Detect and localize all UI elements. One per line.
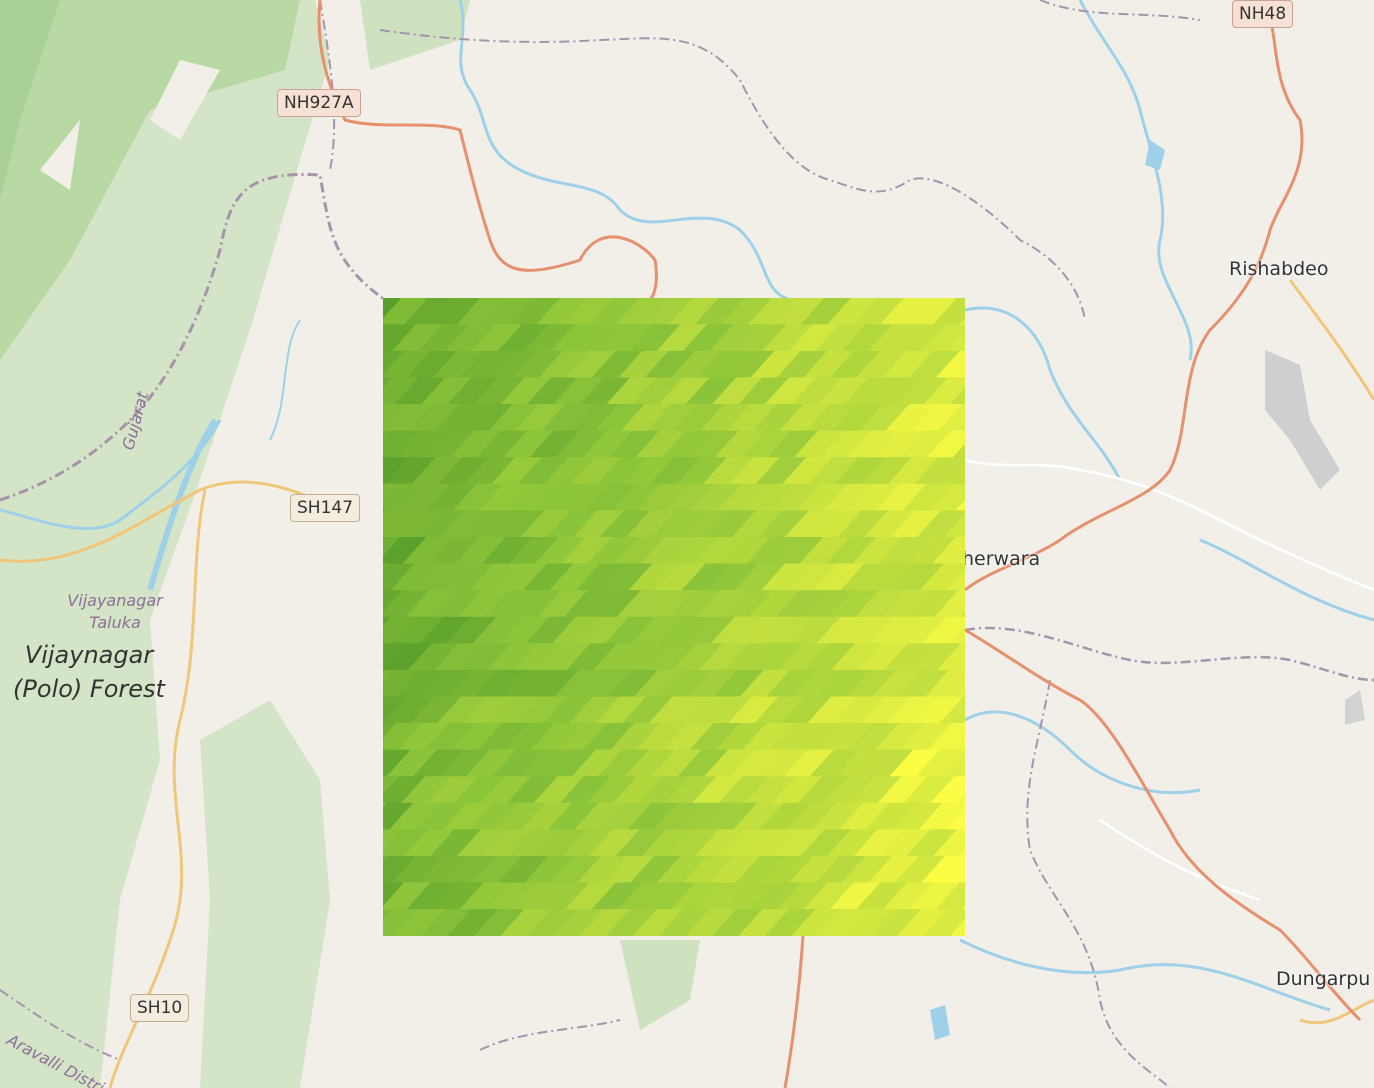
forest-area bbox=[620, 940, 700, 1030]
raster-cell bbox=[963, 668, 965, 671]
place-label-kherwara[interactable]: herwara bbox=[962, 548, 1041, 570]
forest-label-line-2: (Polo) Forest bbox=[13, 675, 165, 703]
admin-boundary bbox=[1026, 679, 1171, 1088]
raster-cell bbox=[950, 919, 965, 936]
raster-cell bbox=[923, 909, 965, 936]
admin-boundary bbox=[379, 29, 1086, 321]
road-shield-sh147: SH147 bbox=[290, 494, 361, 522]
raster-cell bbox=[956, 793, 965, 804]
forest-label: Vijaynagar (Polo) Forest bbox=[4, 638, 174, 706]
minor-road bbox=[964, 458, 1374, 592]
secondary-road bbox=[1299, 998, 1374, 1025]
road-shield-nh48: NH48 bbox=[1232, 0, 1294, 28]
raster-cell bbox=[959, 318, 965, 325]
lake bbox=[1345, 690, 1365, 725]
river bbox=[1078, 0, 1193, 361]
road-shield-nh927a: NH927A bbox=[277, 89, 361, 117]
primary-road bbox=[783, 935, 805, 1088]
admin-boundary bbox=[0, 172, 386, 502]
river bbox=[269, 319, 301, 441]
primary-road bbox=[317, 0, 658, 302]
raster-cell bbox=[949, 387, 965, 405]
river bbox=[964, 306, 1122, 481]
place-label-dungarpur[interactable]: Dungarpu bbox=[1276, 968, 1371, 990]
river bbox=[458, 0, 791, 302]
lake bbox=[930, 1005, 950, 1040]
river bbox=[959, 938, 1331, 1012]
minor-road bbox=[1099, 818, 1261, 902]
raster-cell bbox=[955, 499, 965, 511]
raster-cell bbox=[961, 906, 965, 910]
raster-cell bbox=[947, 863, 965, 884]
primary-road bbox=[964, 0, 1304, 592]
place-label-rishabdeo[interactable]: Rishabdeo bbox=[1229, 258, 1329, 280]
admin-boundary bbox=[0, 989, 121, 1061]
raster-overlay[interactable] bbox=[383, 298, 965, 936]
raster-cell bbox=[953, 737, 965, 751]
admin-boundary bbox=[479, 1019, 621, 1051]
admin-boundary bbox=[1039, 0, 1201, 21]
raster-cell bbox=[947, 331, 965, 352]
forest-label-line-1: Vijaynagar bbox=[24, 641, 154, 669]
clearing bbox=[40, 120, 80, 190]
taluka-label-line-1: Vijayanagar bbox=[67, 591, 163, 610]
raster-cell bbox=[957, 555, 965, 565]
road-shield-sh10: SH10 bbox=[130, 994, 190, 1022]
forest-area-dark bbox=[0, 0, 60, 200]
raster-cell bbox=[960, 612, 965, 618]
clearing bbox=[255, 610, 320, 690]
forest-area-dark bbox=[0, 0, 300, 360]
lake bbox=[1265, 350, 1340, 490]
admin-boundary bbox=[964, 626, 1374, 682]
secondary-road bbox=[1288, 279, 1374, 401]
raster-cell bbox=[961, 374, 965, 379]
clearing bbox=[150, 60, 220, 140]
primary-road bbox=[964, 628, 1362, 1022]
taluka-label-line-2: Taluka bbox=[89, 613, 141, 632]
river bbox=[147, 418, 218, 591]
river bbox=[964, 710, 1201, 795]
raster-cell bbox=[951, 681, 965, 698]
river bbox=[1199, 538, 1374, 622]
taluka-label: Vijayanagar Taluka bbox=[55, 590, 175, 634]
clearing bbox=[215, 500, 300, 580]
forest-area bbox=[200, 700, 330, 1088]
raster-cell bbox=[959, 849, 965, 857]
raster-cell bbox=[952, 443, 965, 458]
